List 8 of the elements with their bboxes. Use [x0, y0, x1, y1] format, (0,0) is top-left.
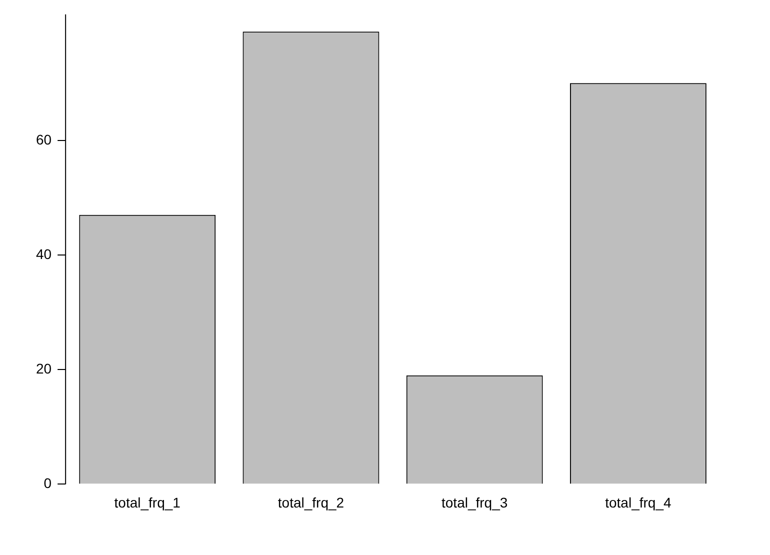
y-tick-label: 20 [36, 360, 52, 376]
y-tick-label: 40 [36, 246, 52, 262]
y-tick-label: 60 [36, 131, 52, 148]
x-tick-label: total_frq_1 [114, 494, 181, 510]
x-tick-label: total_frq_3 [442, 494, 508, 510]
x-tick-label: total_frq_2 [278, 494, 344, 510]
y-tick-label: 0 [44, 475, 52, 492]
x-tick-label: total_frq_4 [605, 494, 672, 510]
